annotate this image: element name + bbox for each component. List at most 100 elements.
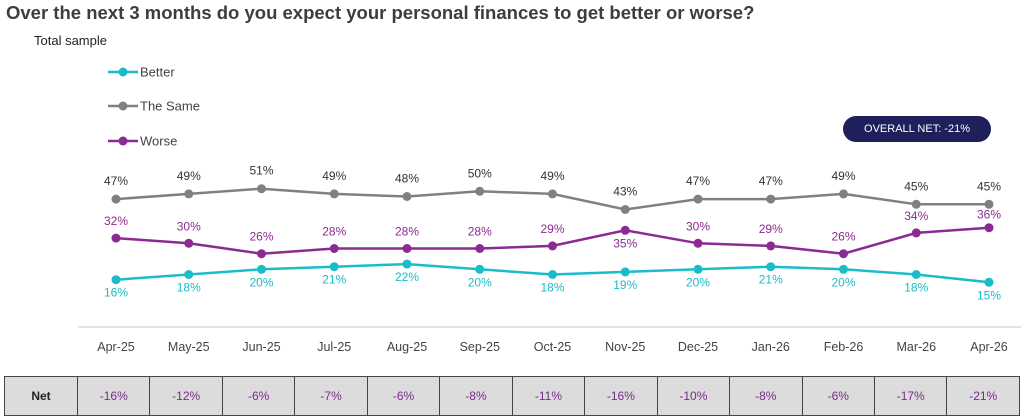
legend-label-worse: Worse xyxy=(140,134,177,149)
data-point-same xyxy=(329,189,339,199)
x-tick-label: May-25 xyxy=(168,340,210,354)
data-label-same: 51% xyxy=(249,164,273,178)
data-point-worse xyxy=(257,249,266,259)
data-point-worse xyxy=(984,223,994,233)
data-point-same xyxy=(111,194,121,204)
net-table: Net -16% -12% -6% -7% -6% -8% -11% -16% … xyxy=(4,376,1020,416)
data-point-same xyxy=(402,192,412,201)
data-label-same: 47% xyxy=(104,174,128,188)
chart-subtitle: Total sample xyxy=(34,33,107,48)
data-point-worse xyxy=(620,225,630,235)
data-point-better xyxy=(184,270,194,279)
data-point-same xyxy=(839,189,848,199)
data-label-better: 21% xyxy=(322,273,346,287)
data-label-worse: 36% xyxy=(977,208,1001,222)
chart-title: Over the next 3 months do you expect you… xyxy=(6,2,755,23)
data-point-better xyxy=(257,264,266,274)
data-point-worse xyxy=(475,244,485,253)
data-label-same: 43% xyxy=(613,185,637,199)
data-label-worse: 29% xyxy=(540,222,564,236)
data-label-worse: 30% xyxy=(177,219,201,233)
data-point-worse xyxy=(839,249,848,259)
data-point-better xyxy=(984,277,994,287)
data-label-same: 47% xyxy=(686,174,710,188)
data-point-better xyxy=(548,270,557,279)
data-point-better xyxy=(911,270,921,279)
data-point-better xyxy=(620,267,630,277)
data-point-worse xyxy=(548,241,557,251)
line-chart: Apr-25 May-25 Jun-25 Jul-25 Aug-25 Sep-25 Oct-… xyxy=(78,65,1021,354)
data-point-same xyxy=(984,199,994,209)
net-cell: -21% xyxy=(946,376,1020,416)
net-cell: -16% xyxy=(584,376,658,416)
data-label-worse: 28% xyxy=(395,225,419,239)
data-label-worse: 34% xyxy=(904,209,928,223)
data-label-worse: 28% xyxy=(322,225,346,239)
data-label-better: 20% xyxy=(249,275,273,289)
data-point-same xyxy=(475,186,485,196)
data-label-worse: 26% xyxy=(831,230,855,244)
overall-net-badge: OVERALL NET: -21% xyxy=(843,116,991,142)
data-point-better xyxy=(402,259,412,269)
data-label-better: 16% xyxy=(104,286,128,300)
data-label-better: 18% xyxy=(540,281,564,295)
data-label-same: 47% xyxy=(759,174,783,188)
net-cell: -16% xyxy=(76,376,151,416)
data-label-better: 18% xyxy=(177,281,201,295)
data-point-worse xyxy=(911,228,921,238)
data-label-same: 49% xyxy=(540,169,564,183)
legend-marker-same xyxy=(118,101,128,111)
net-cell: -8% xyxy=(729,376,803,416)
data-label-same: 45% xyxy=(904,179,928,193)
data-point-better xyxy=(839,264,848,274)
data-label-worse: 28% xyxy=(468,225,492,239)
x-tick-label: Feb-26 xyxy=(824,340,864,354)
data-label-better: 15% xyxy=(977,288,1001,302)
data-label-worse: 35% xyxy=(613,236,637,250)
legend-label-same: The Same xyxy=(140,99,200,114)
data-label-worse: 30% xyxy=(686,219,710,233)
net-row: Net -16% -12% -6% -7% -6% -8% -11% -16% … xyxy=(4,376,1020,416)
x-tick-label: Apr-25 xyxy=(97,340,135,354)
data-label-worse: 26% xyxy=(249,230,273,244)
net-cell: -8% xyxy=(439,376,513,416)
data-label-worse: 32% xyxy=(104,214,128,228)
net-cell: -12% xyxy=(149,376,223,416)
data-label-same: 49% xyxy=(322,169,346,183)
data-point-same xyxy=(693,194,703,204)
net-cell: -17% xyxy=(873,376,948,416)
x-tick-label: Sep-25 xyxy=(460,340,500,354)
x-tick-label: Aug-25 xyxy=(387,340,427,354)
data-label-same: 45% xyxy=(977,179,1001,193)
net-cell: -10% xyxy=(656,376,731,416)
net-cell: -11% xyxy=(511,376,586,416)
data-label-worse: 29% xyxy=(759,222,783,236)
net-cell: -6% xyxy=(366,376,441,416)
x-tick-label: Oct-25 xyxy=(534,340,572,354)
x-tick-label: Nov-25 xyxy=(605,340,645,354)
x-tick-label: Jan-26 xyxy=(752,340,790,354)
net-cell: -6% xyxy=(801,376,875,416)
data-point-worse xyxy=(329,244,339,253)
data-label-better: 20% xyxy=(831,275,855,289)
net-row-label: Net xyxy=(4,376,78,416)
data-label-same: 49% xyxy=(831,169,855,183)
data-label-better: 22% xyxy=(395,270,419,284)
x-tick-label: Jun-25 xyxy=(242,340,280,354)
data-label-better: 20% xyxy=(468,275,492,289)
data-point-same xyxy=(911,199,921,209)
data-point-better xyxy=(475,264,485,274)
data-label-same: 49% xyxy=(177,169,201,183)
data-point-better xyxy=(329,262,339,272)
data-point-same xyxy=(766,194,776,204)
data-label-same: 50% xyxy=(468,166,492,180)
data-point-worse xyxy=(693,238,703,248)
x-tick-label: Dec-25 xyxy=(678,340,718,354)
data-point-worse xyxy=(766,241,776,251)
data-label-better: 20% xyxy=(686,275,710,289)
data-point-better xyxy=(693,264,703,274)
data-label-same: 48% xyxy=(395,172,419,186)
data-point-worse xyxy=(111,233,121,243)
legend-label-better: Better xyxy=(140,65,175,80)
data-point-same xyxy=(620,205,630,214)
